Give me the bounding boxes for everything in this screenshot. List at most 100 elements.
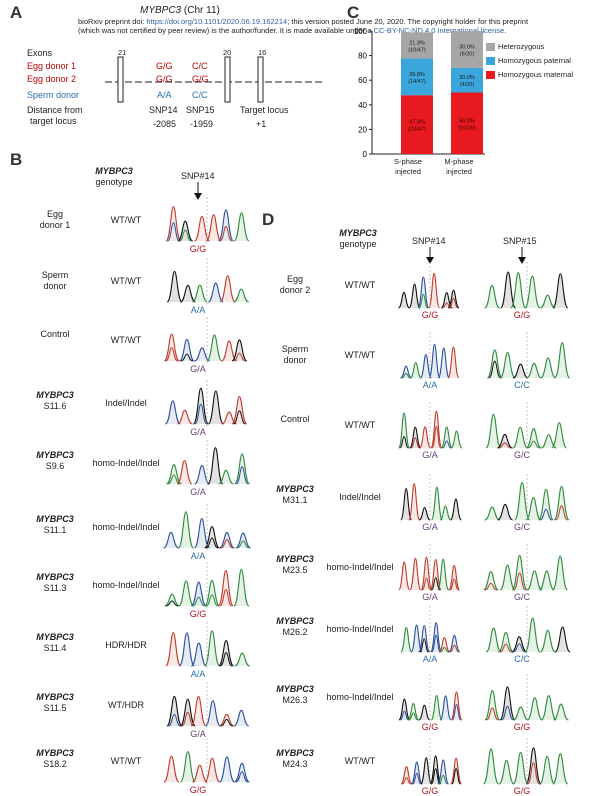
bar-data-label: 29.8% — [409, 72, 425, 78]
sample-gene-label: MYBPC3 — [276, 554, 314, 564]
chromatogram-peak — [497, 433, 513, 449]
sample-name: Control — [280, 414, 310, 424]
chromatogram-peak — [217, 570, 234, 607]
chromatogram-peak — [510, 272, 527, 309]
chromatogram-secondary-peak — [220, 538, 234, 549]
chromatogram-secondary-peak — [430, 768, 441, 785]
sample-id: S11.3 — [43, 583, 67, 593]
chromatogram-d-snp14 — [398, 674, 463, 722]
chromatogram-b — [165, 197, 250, 243]
sample-genotype: Indel/Indel — [339, 492, 381, 502]
chromatogram-peak — [497, 503, 513, 521]
sample-name-line2: donor 2 — [279, 285, 311, 295]
panel-d-snp14-label: SNP#14 — [412, 236, 446, 246]
y-tick-label: 100 — [354, 27, 368, 36]
bar-segment-het — [451, 31, 483, 68]
chromatogram-peak — [410, 624, 423, 653]
sample-id: S11.6 — [43, 401, 67, 411]
dist-target: +1 — [256, 119, 267, 129]
sample-gene-label: MYBPC3 — [276, 616, 314, 626]
dist-snp15: -1959 — [190, 119, 214, 129]
bar-data-label: 50.0% — [459, 118, 475, 124]
sample-gene-label: MYBPC3 — [36, 692, 74, 702]
preprint-line1: bioRxiv preprint doi: — [78, 17, 147, 26]
snp14-call: A/A — [422, 380, 438, 390]
sample-name-line2: donor — [283, 355, 307, 365]
chromatogram-peak — [554, 342, 571, 379]
chromatogram-secondary-peak — [451, 703, 462, 721]
chromatogram-peak — [233, 709, 250, 727]
chromatogram-peak — [420, 556, 433, 591]
bar-segment-het — [401, 32, 433, 59]
chromatogram-b — [165, 622, 250, 668]
chromatogram-secondary-peak — [220, 718, 233, 727]
chromatogram-peak — [217, 209, 235, 242]
chromatogram-peak — [178, 632, 195, 667]
chromatogram-secondary-peak — [166, 600, 179, 607]
bar-data-label: (23/47) — [408, 127, 426, 133]
snp14-call: G/G — [189, 609, 207, 619]
chromatogram-peak — [234, 453, 251, 485]
chromatogram-peak — [219, 531, 235, 549]
chromatogram-secondary-peak — [233, 410, 246, 425]
snp14-call: G/A — [190, 487, 206, 497]
chromatogram-peak — [450, 430, 463, 449]
chromatogram-peak — [448, 564, 461, 591]
chromatogram-peak — [418, 507, 431, 521]
sample-genotype: homo-Indel/Indel — [92, 458, 160, 468]
sample-genotype: WT/WT — [110, 335, 142, 345]
chromatogram-peak — [438, 637, 451, 653]
chromatogram-b — [163, 317, 248, 363]
chromatogram-peak — [206, 334, 223, 362]
chromatogram-peak — [525, 428, 542, 449]
chromatogram-peak — [537, 488, 555, 521]
chromatogram-secondary-peak — [449, 578, 459, 591]
chromatogram-peak — [514, 481, 531, 521]
exon-number-16: 16 — [258, 48, 267, 57]
locus-snp15: SNP15 — [186, 105, 215, 115]
chromatogram-peak — [177, 220, 194, 242]
snp14-call: G/A — [190, 729, 206, 739]
chromatogram-peak — [551, 422, 568, 449]
sample-gene-label: MYBPC3 — [36, 572, 74, 582]
chromatogram-secondary-peak — [181, 711, 195, 727]
chromatogram-secondary-peak — [451, 768, 461, 785]
legend-hom-paternal: Homozygous paternal — [498, 56, 571, 65]
sample-genotype: WT/WT — [344, 280, 376, 290]
chromatogram-peak — [524, 275, 541, 309]
chromatogram-peak — [180, 284, 196, 303]
panel-d-header: MYBPC3 genotype — [334, 228, 382, 250]
chromatogram-peak — [219, 756, 235, 783]
chromatogram-peak — [553, 703, 569, 721]
chromatogram-peak — [407, 703, 420, 721]
chromatogram-secondary-peak — [192, 596, 205, 607]
chromatogram-peak — [538, 570, 555, 591]
legend-swatch — [486, 71, 495, 79]
sample-genotype: WT/WT — [110, 215, 142, 225]
chromatogram-secondary-peak — [235, 771, 249, 783]
chromatogram-secondary-peak — [501, 705, 514, 721]
preprint-doi-link[interactable]: https://doi.org/10.1101/2020.06.19.16221… — [146, 17, 288, 26]
preprint-license-link[interactable]: CC-BY-NC-ND 4.0 International license — [373, 26, 505, 35]
snp15-call: G/C — [513, 522, 530, 532]
chromatogram-peak — [430, 486, 443, 521]
chromatogram-peak — [192, 764, 208, 783]
panel-a-title: MYBPC3 (Chr 11) — [140, 5, 220, 16]
chromatogram-secondary-peak — [167, 474, 181, 485]
chromatogram-d-snp14 — [398, 262, 460, 310]
chromatogram-secondary-peak — [498, 442, 511, 449]
legend-swatch — [486, 43, 495, 51]
snp15-call: C/C — [514, 654, 530, 664]
chromatogram-peak — [408, 283, 421, 309]
chromatogram-peak — [207, 447, 224, 485]
chromatogram-secondary-peak — [442, 440, 452, 449]
exon-number-21: 21 — [118, 48, 127, 57]
chromatogram-peak — [409, 557, 422, 591]
legend-hom-maternal: Homozygous maternal — [498, 70, 574, 79]
chromatogram-peak — [552, 753, 569, 785]
chromatogram-secondary-peak — [168, 713, 181, 727]
chromatogram-secondary-peak — [412, 772, 422, 785]
snp14-call: G/G — [189, 244, 207, 254]
chromatogram-d-snp14 — [400, 474, 462, 522]
sample-name: Egg — [286, 274, 303, 284]
